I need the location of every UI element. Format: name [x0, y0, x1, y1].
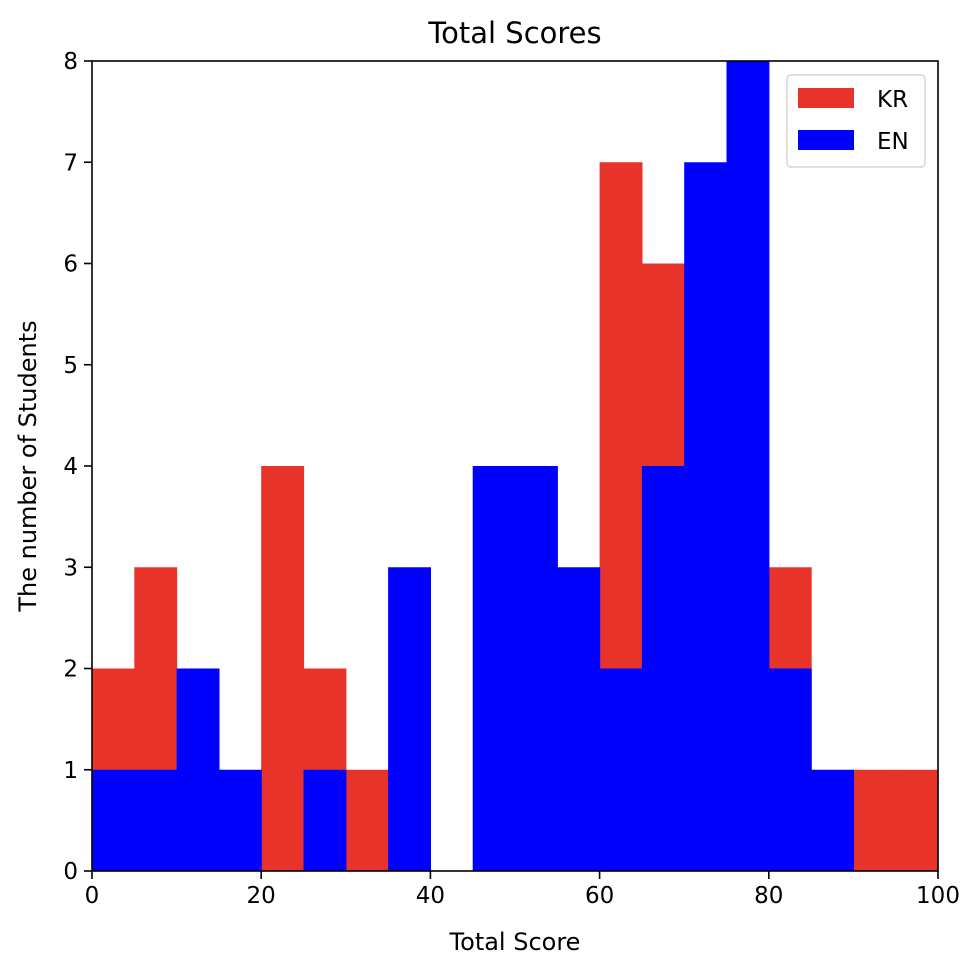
- y-tick-label: 7: [63, 150, 78, 176]
- y-tick-label: 2: [63, 657, 78, 683]
- bar-kr-30: [345, 769, 389, 871]
- y-axis-ticks: 0 1 2 3 4 5 6 7 8: [63, 49, 92, 885]
- legend-label-en: EN: [877, 129, 909, 155]
- bar-en-75: [726, 61, 770, 871]
- bar-en-60: [599, 668, 643, 871]
- y-tick-label: 1: [63, 758, 78, 784]
- chart-title: Total Scores: [427, 16, 601, 50]
- bars-layer: [92, 61, 939, 871]
- bar-kr-20: [261, 466, 305, 871]
- bar-kr-95: [895, 769, 939, 871]
- bar-en-80: [768, 668, 812, 871]
- x-tick-label: 0: [85, 883, 100, 909]
- legend: KR EN: [786, 74, 926, 168]
- bar-en-55: [557, 567, 601, 871]
- bar-en-70: [684, 162, 728, 871]
- y-tick-label: 6: [63, 252, 78, 278]
- bar-en-5: [134, 769, 178, 871]
- bar-en-15: [218, 769, 262, 871]
- bar-en-50: [515, 466, 558, 871]
- legend-swatch-kr: [798, 88, 854, 108]
- bar-en-65: [641, 466, 685, 871]
- bar-en-0: [92, 769, 135, 871]
- x-tick-label: 40: [416, 883, 445, 909]
- x-axis-ticks: 0 20 40 60 80 100: [85, 871, 960, 909]
- x-tick-label: 20: [247, 883, 276, 909]
- bar-en-25: [303, 769, 347, 871]
- y-axis-label: The number of Students: [14, 320, 42, 612]
- x-axis-label: Total Score: [449, 928, 581, 956]
- y-tick-label: 3: [63, 555, 78, 581]
- x-tick-label: 80: [754, 883, 783, 909]
- y-tick-label: 8: [63, 49, 78, 75]
- legend-swatch-en: [798, 130, 854, 150]
- x-tick-label: 60: [585, 883, 614, 909]
- y-tick-label: 5: [63, 353, 78, 379]
- x-tick-label: 100: [916, 883, 960, 909]
- bar-en-10: [176, 668, 220, 871]
- bar-en-45: [472, 466, 516, 871]
- y-tick-label: 0: [63, 859, 78, 885]
- y-tick-label: 4: [63, 454, 78, 480]
- bar-en-85: [811, 769, 854, 871]
- bar-kr-90: [853, 769, 897, 871]
- legend-label-kr: KR: [877, 87, 908, 113]
- bar-en-35: [388, 567, 431, 871]
